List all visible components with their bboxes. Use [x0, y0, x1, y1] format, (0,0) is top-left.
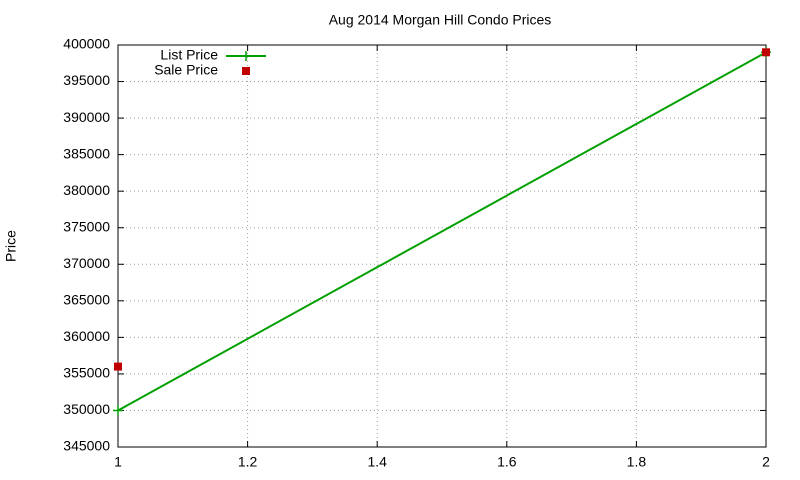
x-tick-label: 1.4	[367, 454, 387, 470]
y-tick-label: 355000	[63, 365, 110, 381]
y-tick-label: 400000	[63, 36, 110, 52]
x-tick-label: 1.8	[627, 454, 647, 470]
legend-label: Sale Price	[154, 62, 218, 78]
y-tick-label: 350000	[63, 401, 110, 417]
y-tick-label: 385000	[63, 145, 110, 161]
data-point	[114, 362, 122, 371]
y-tick-label: 375000	[63, 218, 110, 234]
x-tick-label: 1.2	[238, 454, 258, 470]
x-tick-label: 1	[114, 454, 122, 470]
y-axis-label: Price	[3, 230, 19, 262]
legend-marker	[241, 51, 251, 61]
y-tick-label: 365000	[63, 292, 110, 308]
x-tick-label: 2	[762, 454, 770, 470]
legend-label: List Price	[160, 47, 218, 63]
y-tick-label: 380000	[63, 182, 110, 198]
y-tick-label: 345000	[63, 438, 110, 454]
data-point	[113, 405, 123, 416]
legend-marker	[242, 67, 250, 75]
y-tick-label: 360000	[63, 328, 110, 344]
chart-title: Aug 2014 Morgan Hill Condo Prices	[329, 12, 552, 28]
y-tick-label: 390000	[63, 109, 110, 125]
plot-border	[117, 44, 767, 448]
data-point	[762, 48, 770, 57]
x-tick-label: 1.6	[497, 454, 517, 470]
y-tick-label: 370000	[63, 255, 110, 271]
y-tick-label: 395000	[63, 72, 110, 88]
series-line	[117, 51, 767, 412]
